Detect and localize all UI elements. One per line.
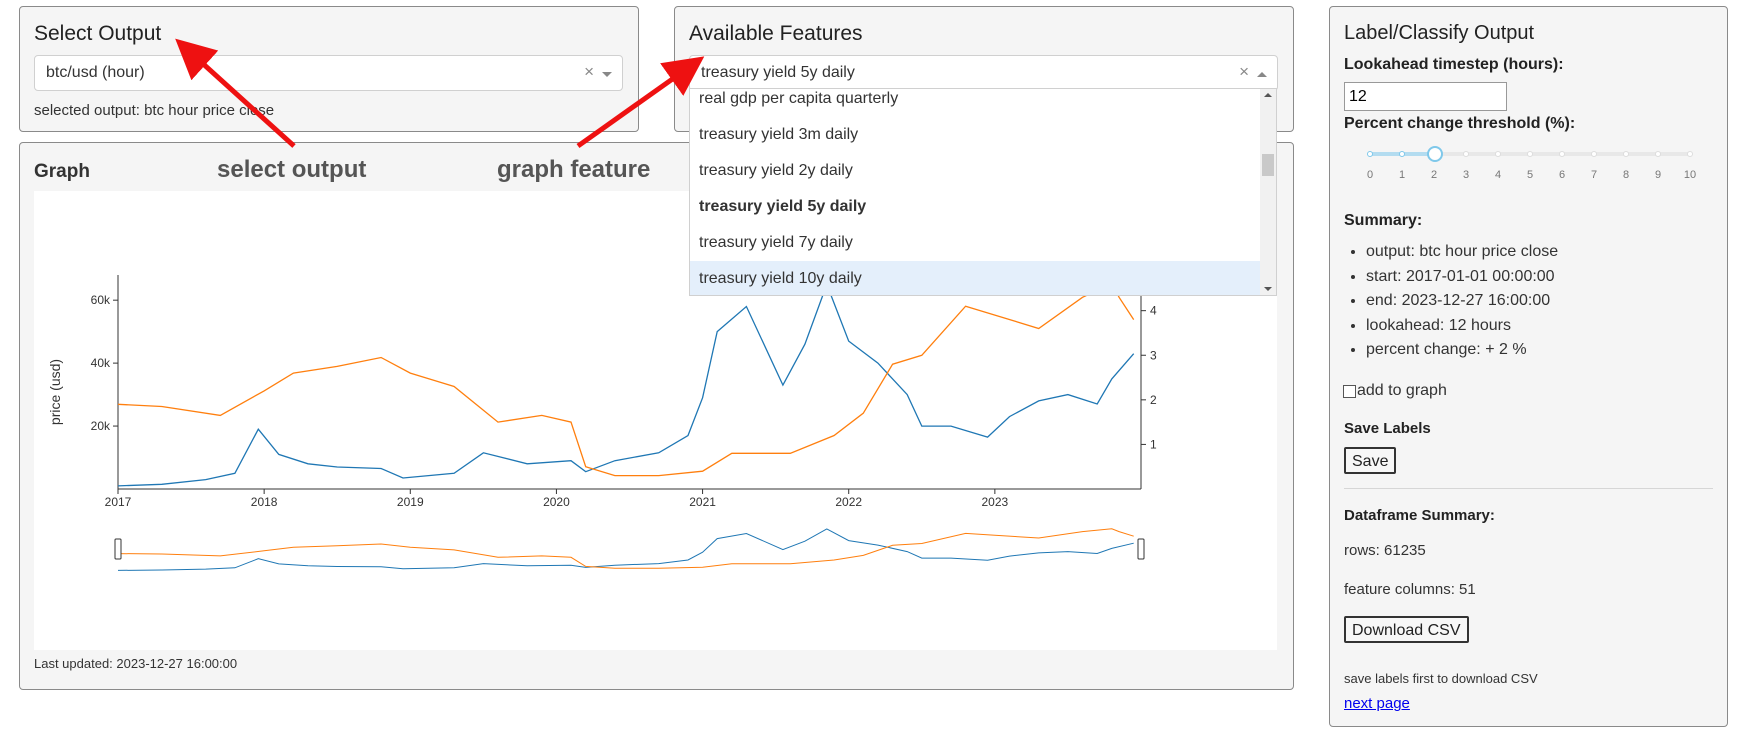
feature-option[interactable]: treasury yield 2y daily xyxy=(699,162,853,179)
slider-tick-label: 5 xyxy=(1526,169,1534,181)
output-dropdown-value: btc/usd (hour) xyxy=(46,64,145,81)
slider-dot[interactable] xyxy=(1559,151,1565,157)
save-button[interactable]: Save xyxy=(1344,447,1397,474)
rangeslider-line-right xyxy=(117,528,1134,569)
series-line-right xyxy=(117,283,1135,477)
y-tick-label-right: 2 xyxy=(1150,393,1157,407)
slider-tick-label: 0 xyxy=(1366,169,1374,181)
lookahead-input[interactable] xyxy=(1344,82,1507,111)
summary-item: end: 2023-12-27 16:00:00 xyxy=(1366,289,1558,314)
x-tick-label: 2021 xyxy=(689,495,716,509)
slider-dot[interactable] xyxy=(1495,151,1501,157)
scroll-down-icon[interactable] xyxy=(1260,283,1276,295)
slider-tick-label: 6 xyxy=(1558,169,1566,181)
summary-item: percent change: + 2 % xyxy=(1366,338,1558,363)
x-tick-label: 2023 xyxy=(982,495,1009,509)
selected-output-text: selected output: btc hour price close xyxy=(34,102,275,119)
y-tick-label-left: 60k xyxy=(91,293,111,307)
summary-item: start: 2017-01-01 00:00:00 xyxy=(1366,265,1558,290)
summary-list: output: btc hour price closestart: 2017-… xyxy=(1344,240,1558,363)
annotation-select-output: select output xyxy=(217,156,367,183)
line-chart[interactable]: 2017 2018 2019 2020 2021 2022 2023 20k 40k 60k 1 2 3… xyxy=(34,191,1277,650)
x-tick-label: 2022 xyxy=(835,495,862,509)
menu-scrollbar[interactable] xyxy=(1260,89,1276,295)
slider-tick-label: 10 xyxy=(1683,169,1697,181)
threshold-slider[interactable]: 0 1 2 3 4 5 6 7 8 9 10 xyxy=(1367,141,1696,183)
slider-tick-label: 9 xyxy=(1654,169,1662,181)
summary-item: output: btc hour price close xyxy=(1366,240,1558,265)
slider-dot[interactable] xyxy=(1463,151,1469,157)
output-dropdown[interactable]: btc/usd (hour) × xyxy=(34,55,623,91)
y-axis-title: price (usd) xyxy=(47,359,63,425)
next-page-link[interactable]: next page xyxy=(1344,695,1410,712)
slider-dot[interactable] xyxy=(1367,151,1373,157)
slider-handle[interactable] xyxy=(1427,146,1443,162)
y-tick-label-right: 3 xyxy=(1150,348,1157,362)
select-output-title: Select Output xyxy=(34,22,162,45)
add-to-graph-row[interactable]: add to graph xyxy=(1343,382,1447,400)
x-tick-label: 2019 xyxy=(397,495,424,509)
y-tick-label-right: 4 xyxy=(1150,304,1157,318)
rangeslider-handle-left[interactable] xyxy=(114,538,122,560)
save-labels-heading: Save Labels xyxy=(1344,420,1431,437)
summary-label: Summary: xyxy=(1344,212,1423,229)
slider-tick-label: 2 xyxy=(1430,169,1438,181)
clear-icon[interactable]: × xyxy=(584,62,594,81)
label-classify-panel: Label/Classify Output Lookahead timestep… xyxy=(1329,6,1728,727)
series-line-left xyxy=(117,282,1135,487)
summary-item: lookahead: 12 hours xyxy=(1366,314,1558,339)
download-note: save labels first to download CSV xyxy=(1344,671,1538,686)
x-tick-label: 2017 xyxy=(105,495,132,509)
slider-tick-label: 8 xyxy=(1622,169,1630,181)
features-dropdown-value: treasury yield 5y daily xyxy=(701,64,855,81)
last-updated-text: Last updated: 2023-12-27 16:00:00 xyxy=(34,656,238,671)
divider xyxy=(1344,488,1713,489)
clear-icon[interactable]: × xyxy=(1239,62,1249,81)
menu-scrollbar-thumb[interactable] xyxy=(1262,154,1274,176)
slider-dot[interactable] xyxy=(1527,151,1533,157)
graph-title: Graph xyxy=(34,161,90,182)
feature-option[interactable]: real gdp per capita quarterly xyxy=(699,90,899,107)
feature-option[interactable]: treasury yield 7y daily xyxy=(699,234,853,251)
y-tick-label-right: 1 xyxy=(1150,437,1157,451)
slider-dot[interactable] xyxy=(1399,151,1405,157)
download-csv-button[interactable]: Download CSV xyxy=(1344,616,1469,643)
slider-dot[interactable] xyxy=(1623,151,1629,157)
rangeslider-handle-right[interactable] xyxy=(1137,538,1145,560)
slider-tick-label: 4 xyxy=(1494,169,1502,181)
slider-dot[interactable] xyxy=(1655,151,1661,157)
features-dropdown-menu: real gdp per capita quarterly treasury yi… xyxy=(689,88,1277,296)
rangeslider-line-left xyxy=(117,528,1134,571)
feature-option[interactable]: treasury yield 5y daily xyxy=(699,198,867,215)
feature-columns-text: feature columns: 51 xyxy=(1344,581,1476,598)
dataframe-summary-label: Dataframe Summary: xyxy=(1344,507,1495,524)
lookahead-label: Lookahead timestep (hours): xyxy=(1344,56,1564,73)
x-tick-label: 2018 xyxy=(251,495,278,509)
menu-items: real gdp per capita quarterly treasury yi… xyxy=(690,89,1262,295)
rows-text: rows: 61235 xyxy=(1344,542,1426,559)
add-to-graph-label: add to graph xyxy=(1357,382,1447,399)
slider-dot[interactable] xyxy=(1687,151,1693,157)
y-tick-label-left: 40k xyxy=(91,356,111,370)
scroll-up-icon[interactable] xyxy=(1260,89,1276,101)
threshold-label: Percent change threshold (%): xyxy=(1344,115,1576,132)
slider-tick-label: 1 xyxy=(1398,169,1406,181)
chevron-down-icon[interactable] xyxy=(602,72,612,77)
feature-option[interactable]: treasury yield 10y daily xyxy=(690,261,1262,295)
y-tick-label-left: 20k xyxy=(91,419,111,433)
label-classify-title: Label/Classify Output xyxy=(1344,22,1535,44)
feature-option[interactable]: treasury yield 3m daily xyxy=(699,126,859,143)
slider-tick-label: 3 xyxy=(1462,169,1470,181)
add-to-graph-checkbox[interactable] xyxy=(1343,384,1356,398)
chevron-up-icon[interactable] xyxy=(1257,72,1267,77)
select-output-panel: Select Output btc/usd (hour) × selected … xyxy=(19,6,639,132)
available-features-title: Available Features xyxy=(689,22,863,45)
slider-dot[interactable] xyxy=(1591,151,1597,157)
features-dropdown[interactable]: treasury yield 5y daily × xyxy=(689,55,1278,91)
x-tick-label: 2020 xyxy=(543,495,570,509)
slider-tick-label: 7 xyxy=(1590,169,1598,181)
annotation-graph-feature: graph feature xyxy=(497,156,651,183)
